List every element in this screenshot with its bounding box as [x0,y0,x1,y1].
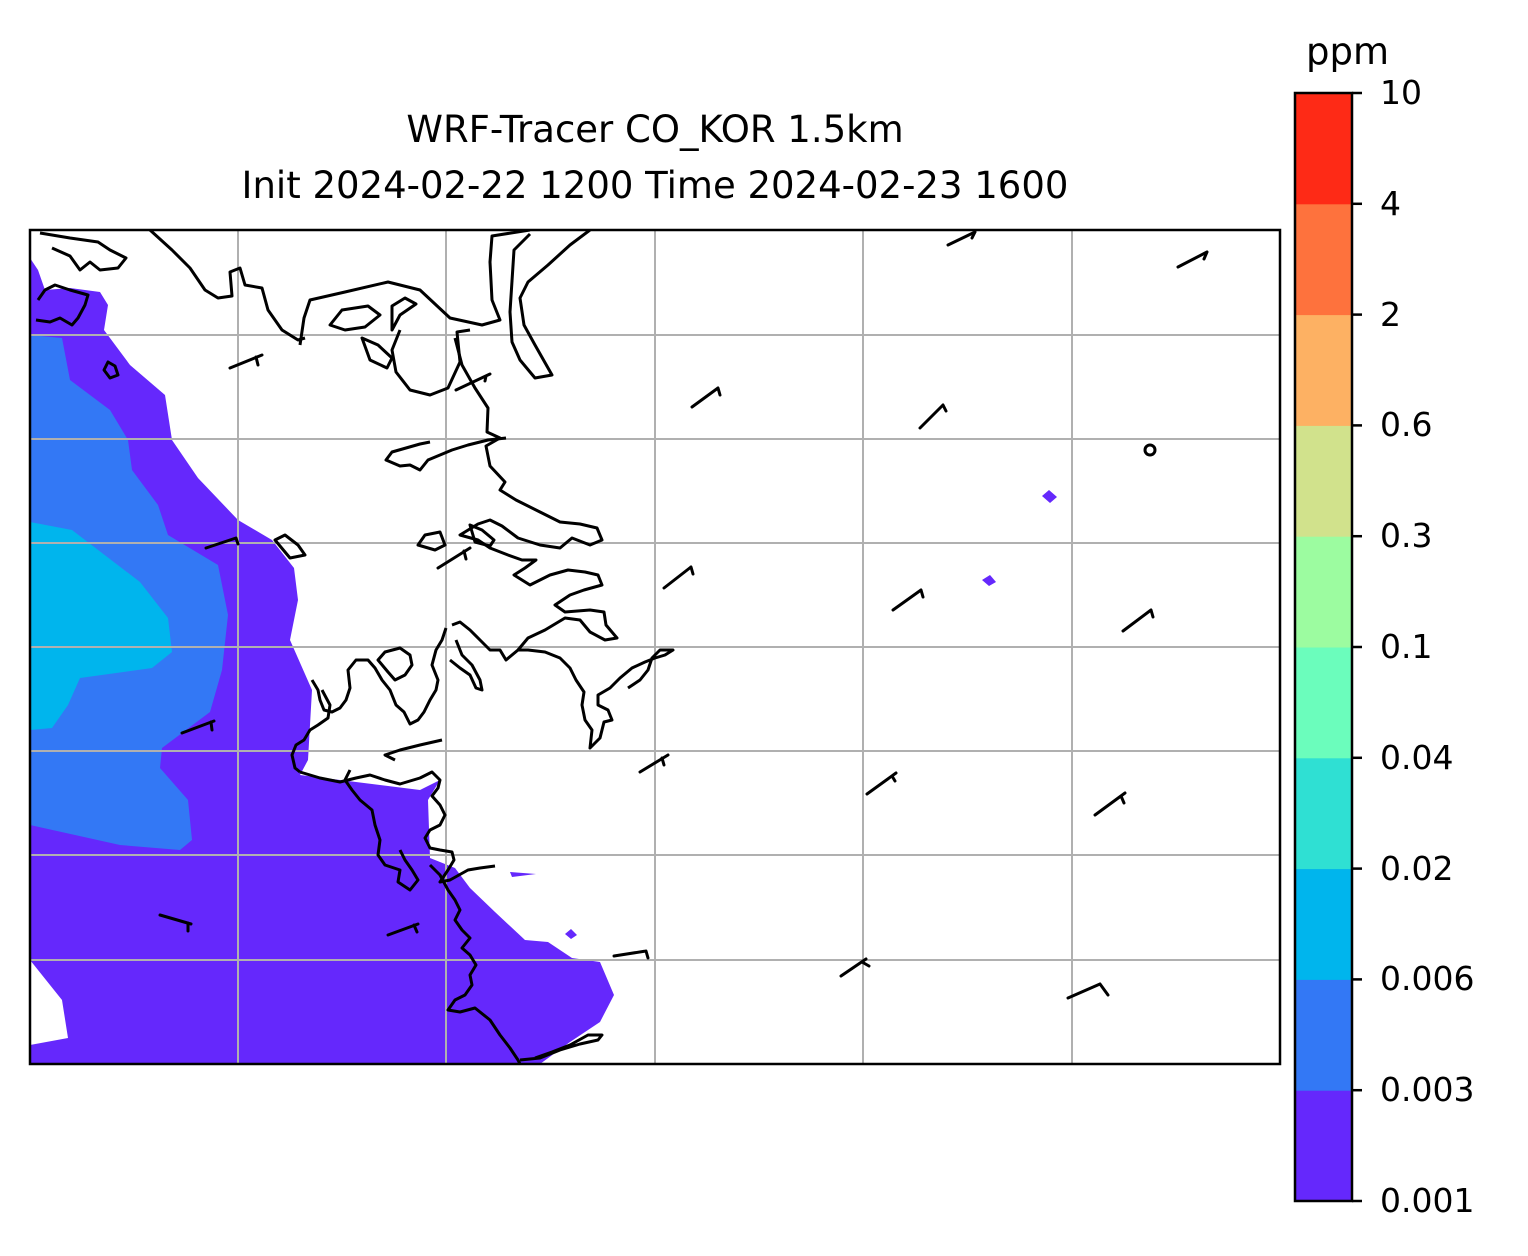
colorbar-band [1295,868,1352,980]
wind-barbs [158,230,1209,1000]
colorbar-tick-label: 0.6 [1380,405,1433,445]
map-title-line-1: WRF-Tracer CO_KOR 1.5km [406,108,904,151]
colorbar-band [1295,647,1352,759]
tracer-patch [565,929,577,939]
colorbar-tick-label: 0.1 [1380,627,1433,666]
colorbar-band [1295,314,1352,426]
colorbar-band [1295,979,1352,1091]
colorbar-tick-label: 0.02 [1380,848,1454,888]
colorbar-band [1295,536,1352,648]
tracer-patch [982,575,996,586]
colorbar-band [1295,203,1352,316]
tracer-patch [510,872,536,877]
colorbar-unit-label: ppm [1306,30,1390,73]
colorbar-band [1295,757,1352,870]
colorbar-tick-label: 10 [1380,73,1422,112]
colorbar-band [1295,1090,1352,1202]
colorbar-tick-label: 0.3 [1380,516,1433,556]
tracer-fill-level-1 [30,258,614,1064]
colorbar-ticks [1352,91,1362,1203]
colorbar-band [1295,93,1352,205]
colorbar-tick-label: 2 [1380,294,1401,334]
colorbar-tick-label: 0.006 [1380,959,1475,999]
tracer-fill-level-3 [30,522,172,730]
colorbar-tick-label: 0.04 [1380,737,1454,777]
map-area [30,230,1280,1064]
map-frame [28,228,1282,1066]
map-title-line-2: Init 2024-02-22 1200 Time 2024-02-23 160… [241,164,1069,207]
gridlines [30,230,1280,1064]
colorbar-bands [1295,93,1352,1202]
colorbar-tick-label: 0.001 [1380,1181,1475,1220]
colorbar-tick-label: 4 [1380,183,1401,223]
tracer-patch [1042,490,1057,503]
coastlines [35,230,1157,1064]
colorbar-band [1295,425,1352,537]
colorbar-tick-label: 0.003 [1380,1070,1475,1110]
